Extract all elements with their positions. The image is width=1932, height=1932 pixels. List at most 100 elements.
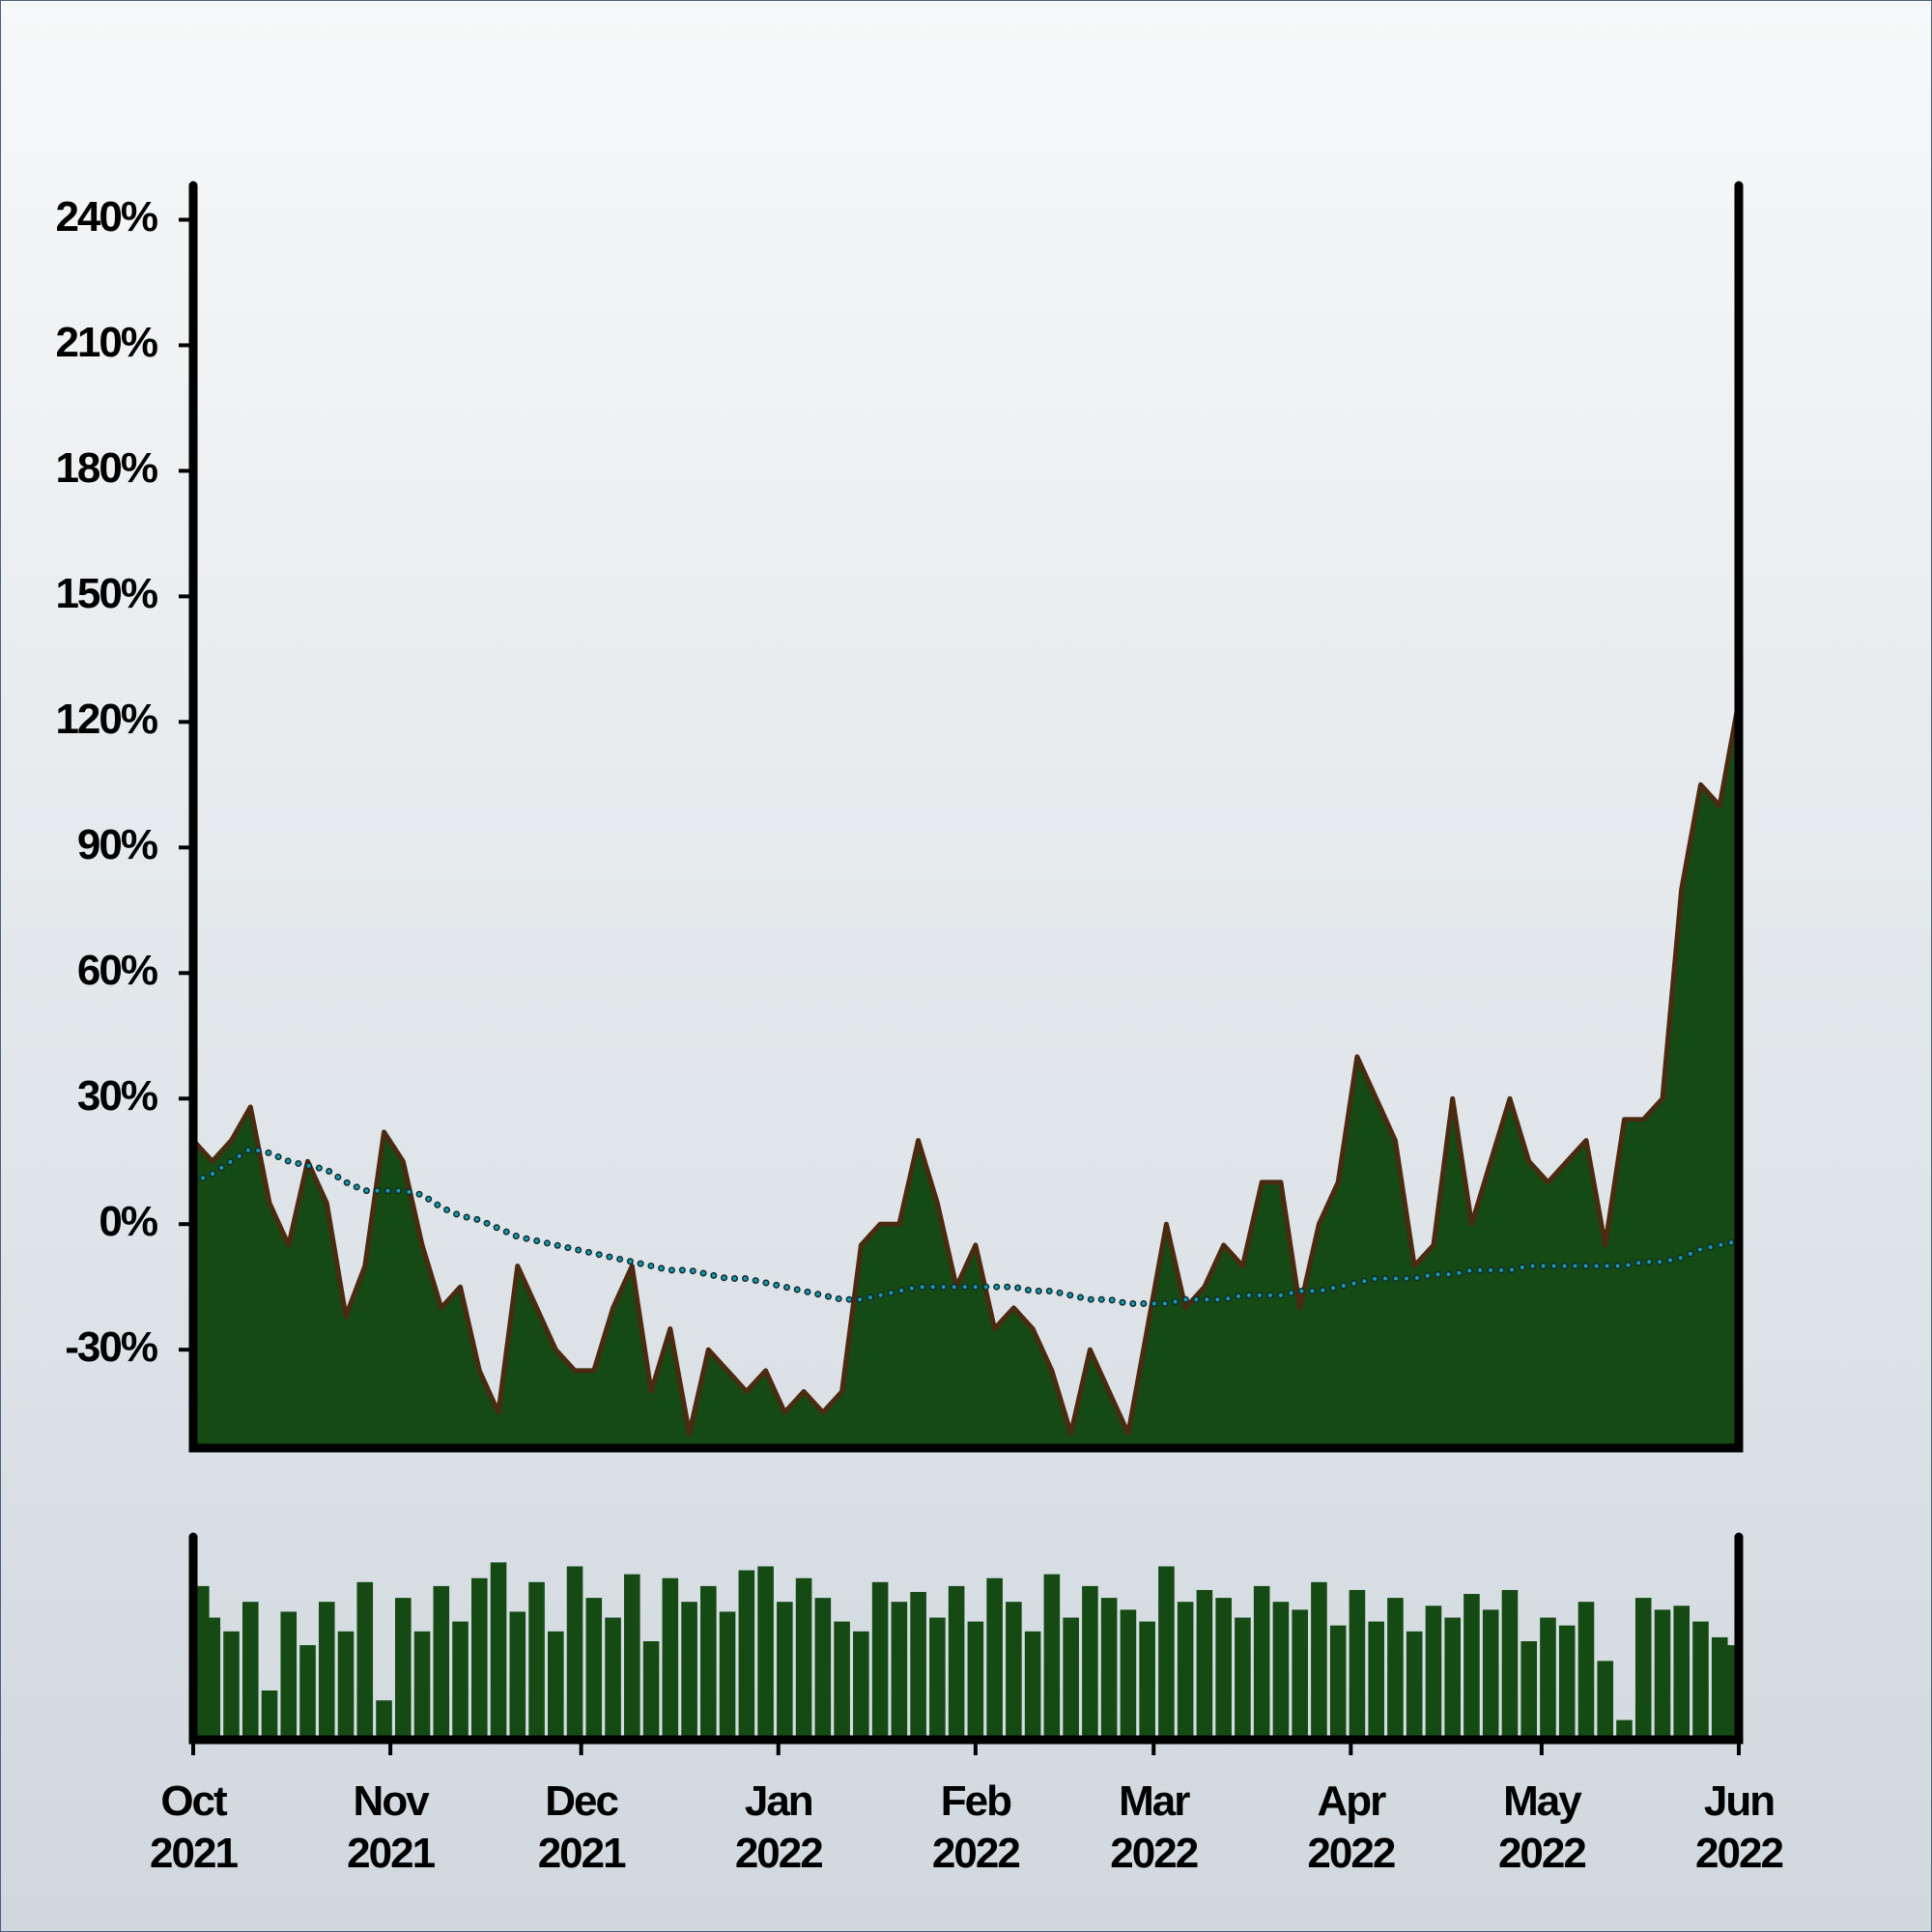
y-tick-label: 60% bbox=[77, 947, 157, 994]
volume-bar bbox=[1043, 1574, 1061, 1740]
x-tick-label: Mar 2022 bbox=[1110, 1777, 1197, 1877]
volume-bar bbox=[624, 1574, 640, 1740]
volume-bar bbox=[394, 1598, 412, 1740]
volume-bar bbox=[299, 1645, 316, 1740]
volume-bar bbox=[1654, 1609, 1671, 1740]
y-tick-label: 210% bbox=[55, 319, 156, 366]
x-tick-label-line: 2022 bbox=[1695, 1830, 1782, 1877]
volume-bar bbox=[719, 1611, 736, 1740]
volume-bar bbox=[1253, 1585, 1270, 1740]
volume-bar bbox=[413, 1631, 431, 1740]
volume-bar bbox=[1139, 1621, 1155, 1740]
x-tick-label-line: Jun bbox=[1704, 1777, 1774, 1825]
volume-bar bbox=[1329, 1625, 1347, 1740]
x-tick-label-line: 2021 bbox=[347, 1830, 435, 1877]
volume-bar bbox=[738, 1570, 755, 1740]
volume-bar bbox=[1235, 1617, 1251, 1740]
volume-bar bbox=[471, 1577, 488, 1740]
x-tick-label-line: Nov bbox=[354, 1777, 431, 1825]
volume-bar bbox=[261, 1690, 278, 1740]
volume-bar bbox=[662, 1577, 679, 1740]
volume-bar bbox=[814, 1598, 832, 1740]
volume-bar bbox=[1387, 1598, 1404, 1740]
x-tick-label: Dec 2021 bbox=[538, 1777, 626, 1877]
volume-bar bbox=[1577, 1602, 1595, 1740]
volume-bar bbox=[642, 1641, 660, 1740]
x-tick-label-line: Oct bbox=[160, 1777, 228, 1825]
volume-bar bbox=[795, 1577, 812, 1740]
volume-bar bbox=[337, 1631, 355, 1740]
y-tick-label: 120% bbox=[55, 696, 156, 743]
y-tick-label: 180% bbox=[55, 444, 156, 492]
volume-bar bbox=[929, 1617, 946, 1740]
volume-bar bbox=[1215, 1598, 1232, 1740]
volume-bar bbox=[986, 1577, 1003, 1740]
volume-bar bbox=[1616, 1719, 1633, 1740]
volume-bar bbox=[757, 1566, 774, 1740]
volume-bar bbox=[1311, 1581, 1327, 1740]
volume-bar bbox=[1024, 1631, 1041, 1740]
x-tick-label-line: 2022 bbox=[735, 1830, 822, 1877]
y-tick-label: 0% bbox=[99, 1198, 156, 1245]
volume-bar bbox=[891, 1602, 908, 1740]
x-tick-label-line: 2021 bbox=[150, 1830, 238, 1877]
x-tick-label-line: Dec bbox=[545, 1777, 618, 1825]
plot bbox=[193, 700, 1739, 1448]
x-tick-label-line: May bbox=[1503, 1777, 1582, 1825]
y-tick-label: 240% bbox=[55, 193, 156, 241]
volume-bar bbox=[1673, 1605, 1690, 1740]
volume-bar bbox=[509, 1611, 526, 1740]
volume-bar bbox=[1463, 1594, 1480, 1740]
x-tick-label-line: Apr bbox=[1317, 1777, 1386, 1825]
volume-bar bbox=[871, 1581, 889, 1740]
volume-bar bbox=[948, 1585, 965, 1740]
axis-frame bbox=[188, 181, 1744, 1453]
volume-bar bbox=[318, 1602, 335, 1740]
y-tick-label: 90% bbox=[77, 821, 157, 868]
volume-bar bbox=[1349, 1589, 1366, 1740]
volume-bar bbox=[1692, 1621, 1709, 1740]
y-tick-label: 150% bbox=[55, 570, 156, 617]
volume-bar bbox=[1482, 1609, 1499, 1740]
volume-bar bbox=[1196, 1589, 1213, 1740]
volume-bar bbox=[1100, 1598, 1118, 1740]
volume-bar bbox=[681, 1602, 697, 1740]
volume-bar bbox=[548, 1631, 564, 1740]
volume-bar bbox=[910, 1592, 926, 1740]
volume-bar bbox=[967, 1621, 984, 1740]
volume-bar bbox=[1120, 1609, 1137, 1740]
volume-bar bbox=[853, 1631, 869, 1740]
volume-bar bbox=[376, 1700, 392, 1740]
volume-bar bbox=[834, 1621, 850, 1740]
volume-bar bbox=[1006, 1602, 1022, 1740]
volume-bar bbox=[1597, 1661, 1614, 1740]
x-tick-label: May 2022 bbox=[1498, 1777, 1585, 1877]
volume-bar bbox=[452, 1621, 469, 1740]
moving-average bbox=[193, 1147, 1739, 1306]
volume-bar bbox=[490, 1562, 507, 1740]
x-tick-label-line: 2022 bbox=[1110, 1830, 1197, 1877]
volume-bar bbox=[1158, 1566, 1175, 1740]
volume-bar bbox=[585, 1598, 603, 1740]
volume-bar bbox=[204, 1617, 221, 1740]
area-fill bbox=[193, 700, 1739, 1448]
volume-bar bbox=[1558, 1625, 1576, 1740]
x-tick-label-line: 2022 bbox=[932, 1830, 1019, 1877]
x-tick-label-line: 2021 bbox=[538, 1830, 626, 1877]
x-tick-label-line: 2022 bbox=[1307, 1830, 1394, 1877]
volume-bar bbox=[1368, 1621, 1384, 1740]
y-tick-label: -30% bbox=[65, 1323, 157, 1371]
x-tick-label-line: Feb bbox=[941, 1777, 1011, 1825]
volume-bar bbox=[242, 1602, 259, 1740]
volume-bar bbox=[1444, 1617, 1461, 1740]
x-tick-label-line: Jan bbox=[745, 1777, 812, 1825]
x-tick-label: Apr 2022 bbox=[1307, 1777, 1394, 1877]
volume-bar bbox=[356, 1581, 374, 1740]
volume-bar bbox=[1540, 1617, 1556, 1740]
volume-bar bbox=[1272, 1602, 1290, 1740]
x-tick-label-line: Mar bbox=[1119, 1777, 1190, 1825]
volume-bar bbox=[605, 1617, 621, 1740]
volume-bar bbox=[777, 1602, 793, 1740]
volume-bar bbox=[433, 1585, 450, 1740]
